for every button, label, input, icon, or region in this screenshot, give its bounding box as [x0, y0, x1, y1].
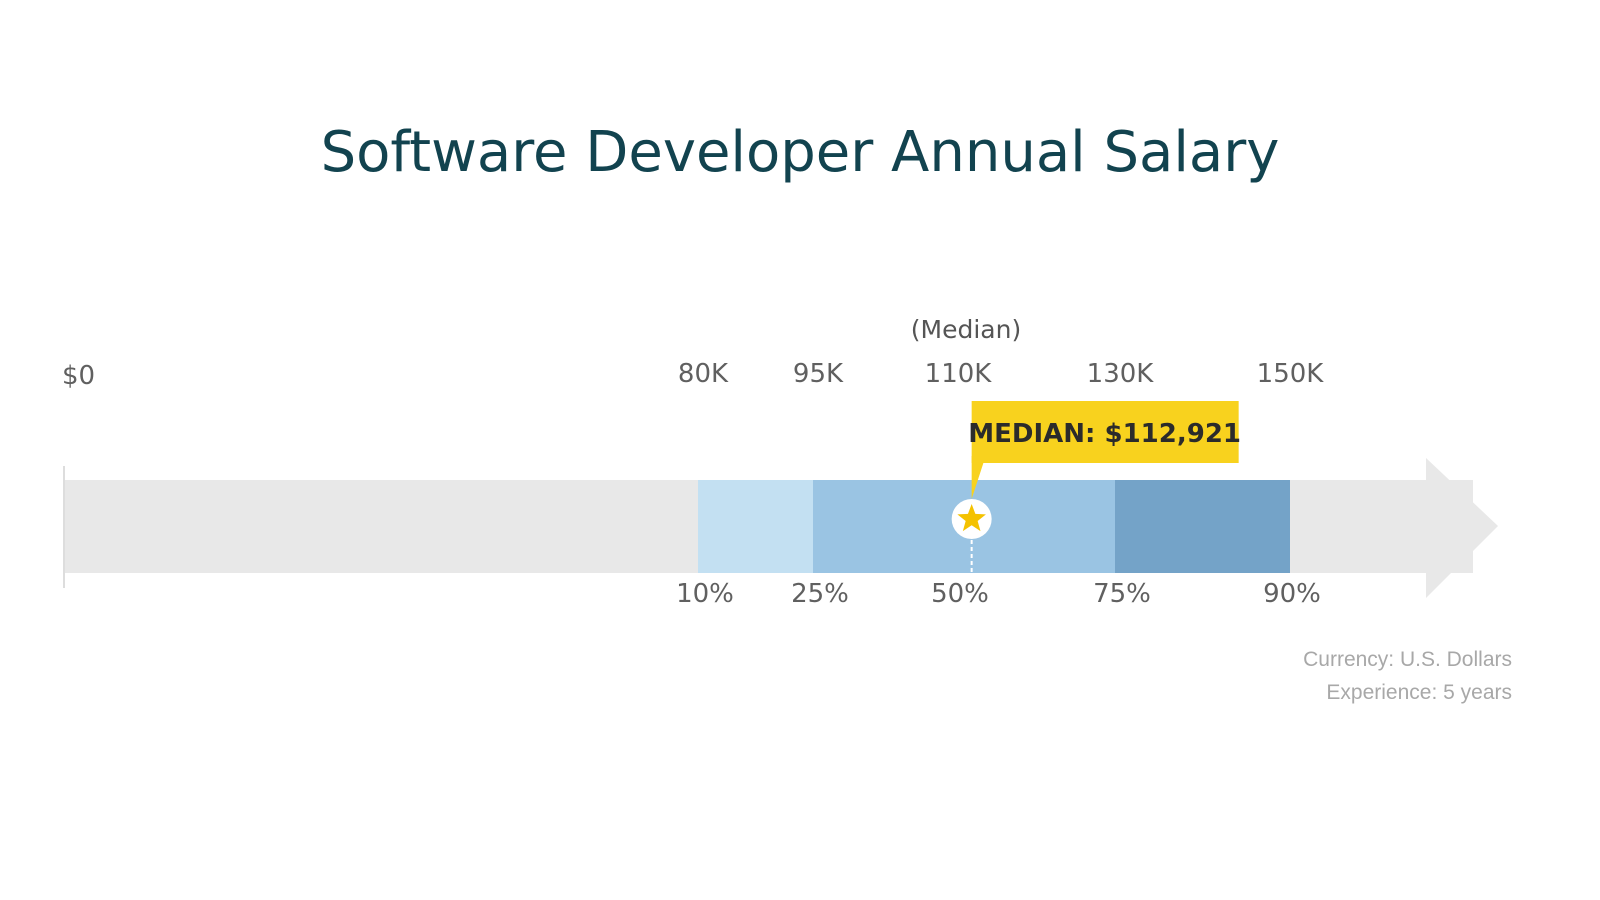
median-callout: [971, 401, 1239, 463]
percentile-tick-label: 10%: [676, 579, 734, 609]
value-tick-label: 130K: [1087, 359, 1155, 389]
experience-note: Experience: 5 years: [1326, 681, 1512, 704]
chart-title: Software Developer Annual Salary: [320, 120, 1280, 185]
percentile-tick-label: 50%: [931, 579, 989, 609]
percentile-tick-label: 25%: [791, 579, 849, 609]
currency-note: Currency: U.S. Dollars: [1303, 648, 1512, 671]
axis-start-label: $0: [62, 361, 95, 391]
axis-arrowhead: [1426, 458, 1498, 598]
callout-pointer: [971, 456, 986, 499]
band-75-90: [1115, 480, 1290, 573]
median-callout-label: MEDIAN: $112,921: [968, 419, 1241, 449]
value-tick-label: 80K: [678, 359, 729, 389]
percentile-tick-label: 75%: [1093, 579, 1151, 609]
value-tick-label: 110K: [925, 359, 993, 389]
star-icon: [957, 504, 986, 532]
band-10-25: [698, 480, 818, 573]
median-caption: (Median): [911, 315, 1021, 344]
value-tick-label: 150K: [1257, 359, 1325, 389]
percentile-tick-label: 90%: [1263, 579, 1321, 609]
value-tick-label: 95K: [793, 359, 844, 389]
